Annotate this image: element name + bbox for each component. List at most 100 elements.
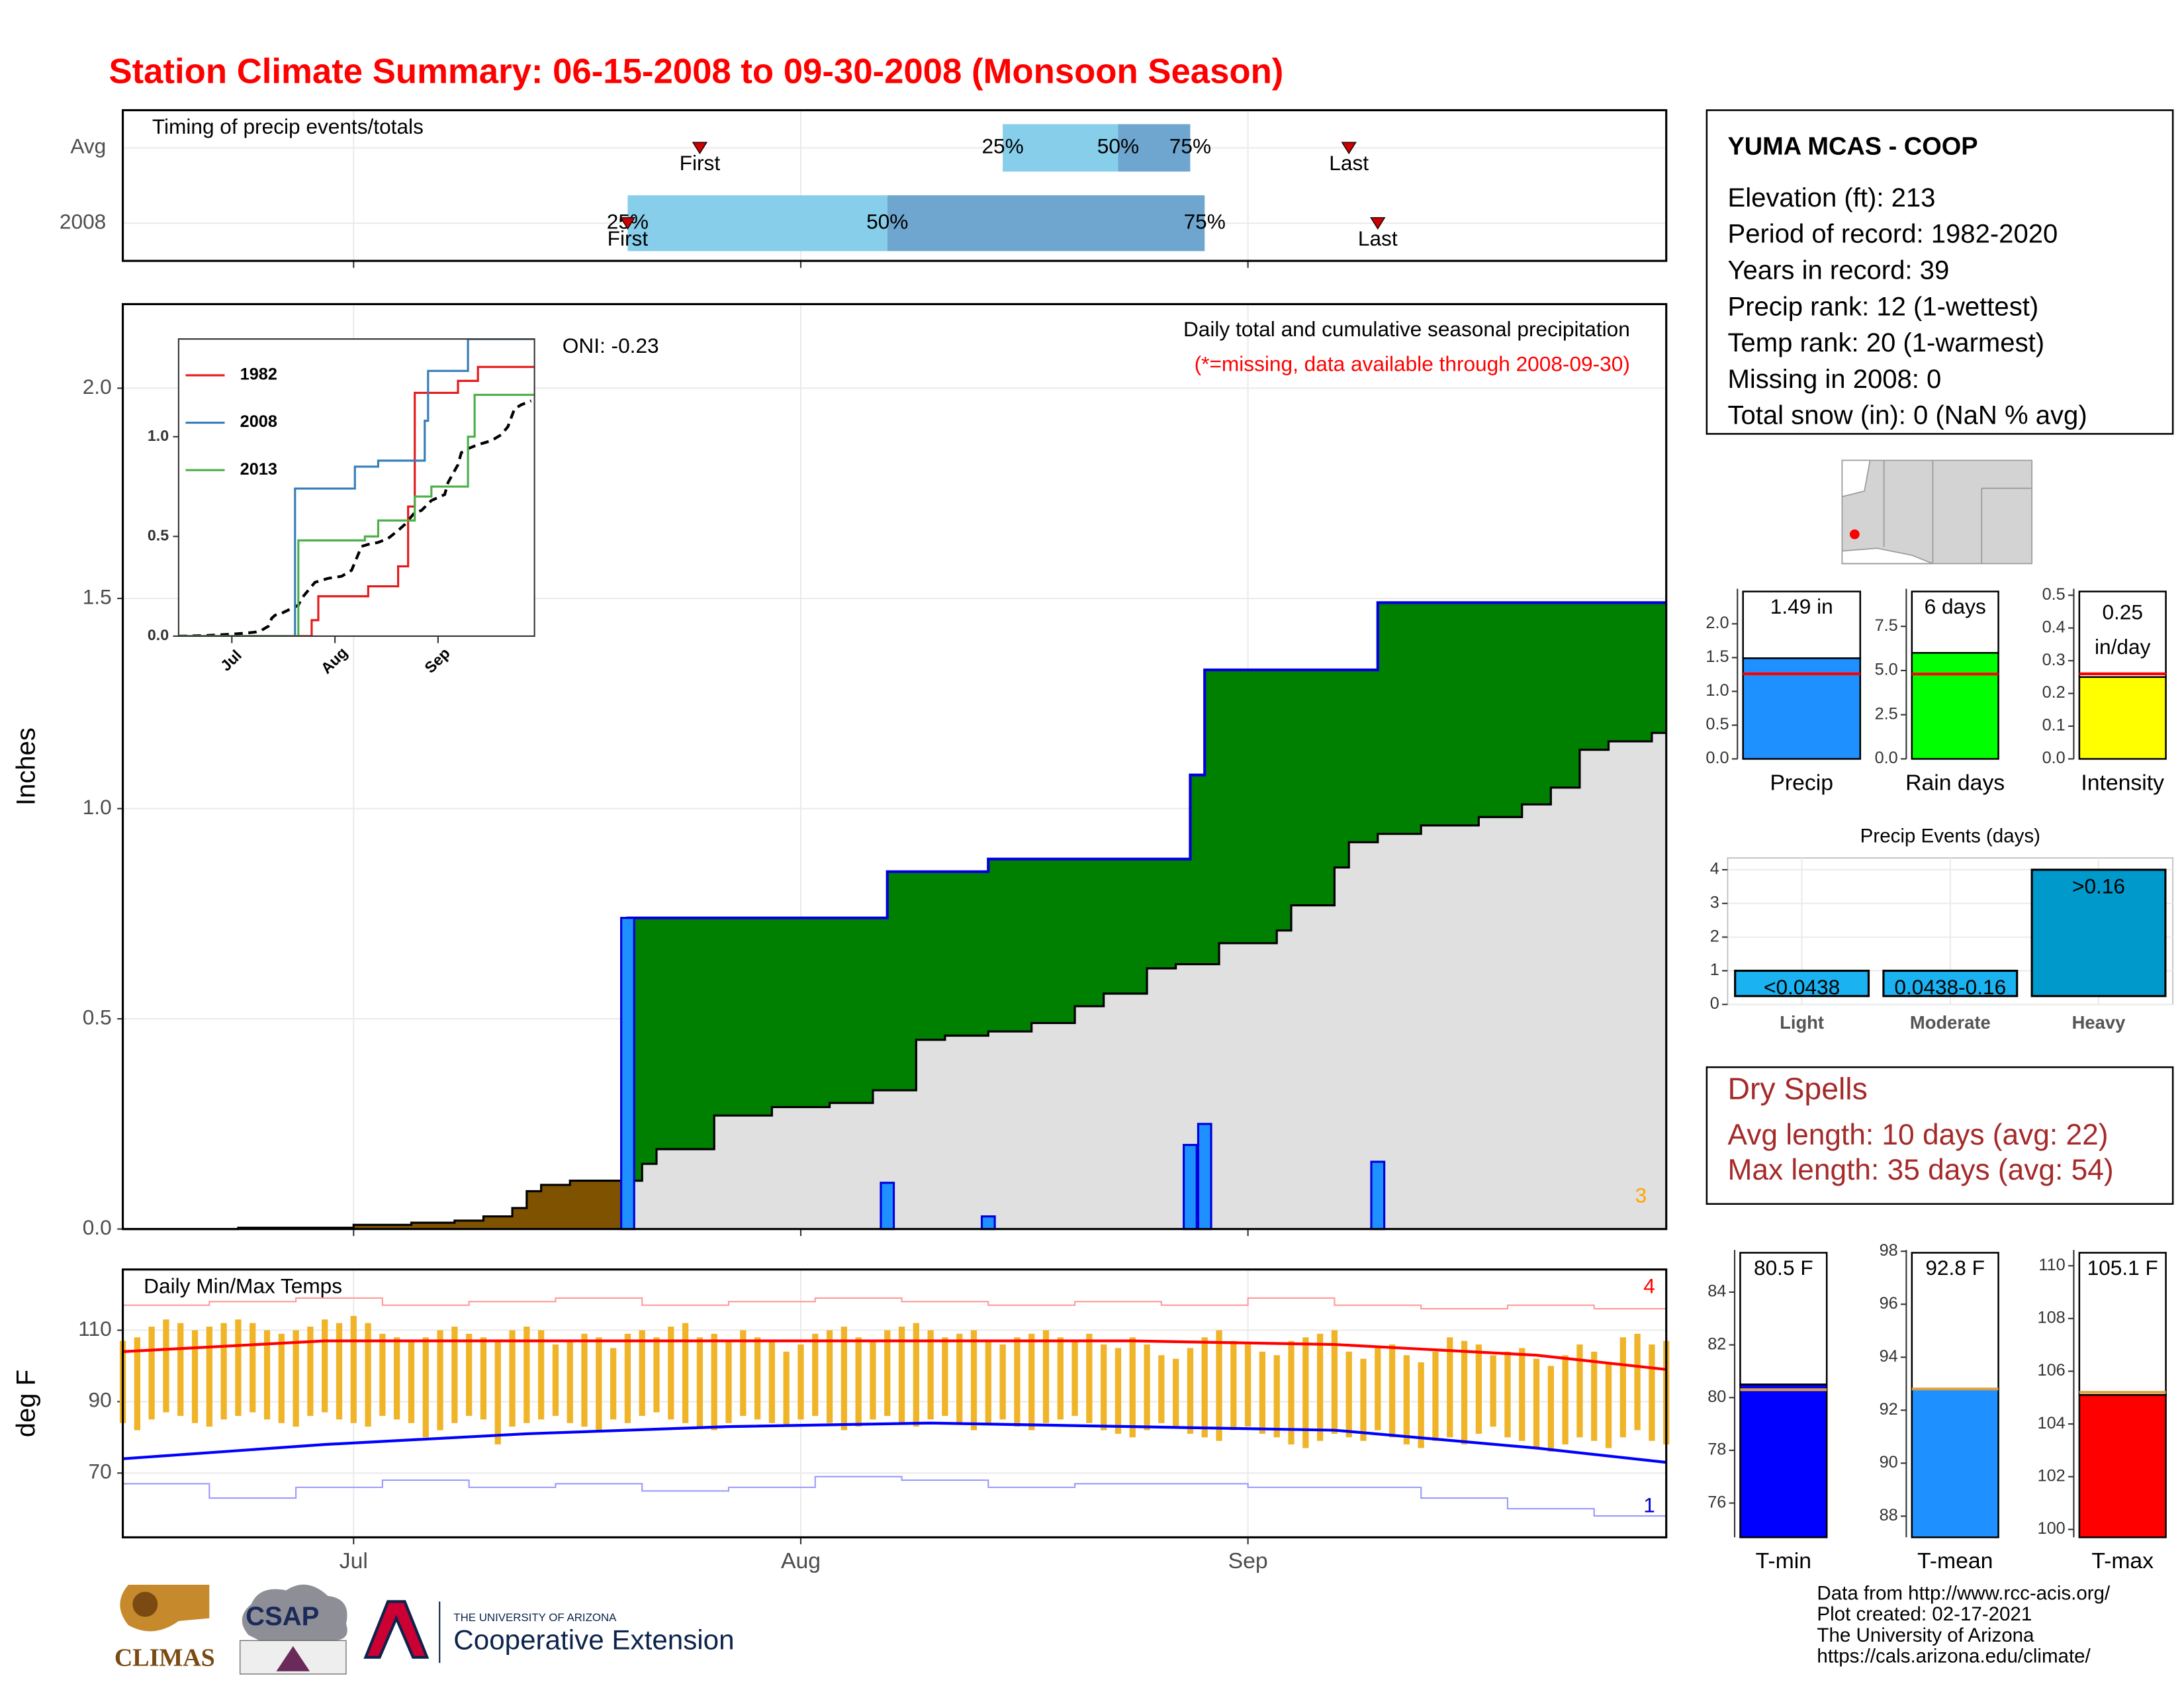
y-tick-label: 0.5 [2042,585,2066,604]
label-box [2078,1252,2167,1396]
y-tick-label: 1.5 [1706,647,1729,666]
percentile-label: 50% [1097,134,1139,158]
temp-range-bar [1375,1348,1381,1430]
daily-bar [1370,1160,1386,1231]
temp-range-bar [552,1344,559,1416]
temp-range-bar [163,1319,169,1413]
x-tick-label: Moderate [1910,1012,1991,1033]
temp-range-bar [408,1340,415,1423]
panel-title: Timing of precip events/totals [152,115,424,138]
temp-range-bar [422,1337,429,1438]
inset-frame [177,338,535,637]
temp-range-bar [624,1333,631,1423]
temp-range-bar [581,1333,588,1427]
temp-range-bar [913,1323,919,1427]
y-tick-label: 2008 [60,210,106,234]
temp-range-bar [1129,1337,1136,1438]
average-line [122,1421,1666,1464]
station-box [1706,109,2174,435]
temp-range-bar [1071,1340,1078,1416]
legend-label: 1982 [240,365,277,384]
temp-range-bar [1014,1337,1021,1427]
daily-bar [1197,1123,1212,1231]
temp-range-bar [768,1340,776,1423]
event-marker [1370,217,1386,230]
event-marker [619,217,636,230]
temp-range-bar [1519,1348,1525,1441]
percentile-label: 75% [1184,210,1226,234]
temp-range-bar [855,1337,862,1427]
temp-range-bar [336,1323,343,1420]
y-tick-label: 96 [1880,1294,1898,1313]
station-info: Temp rank: 20 (1-warmest) [1727,328,2044,357]
temp-range-bar [148,1327,155,1420]
percentile-box [887,195,1205,252]
panel-title: Daily Min/Max Temps [144,1274,342,1298]
temp-range-bar [754,1337,761,1420]
station-info: Total snow (in): 0 (NaN % avg) [1727,401,2087,430]
temp-range-bar [985,1340,991,1423]
temp-range-bar [696,1337,704,1427]
percentile-label: 75% [1169,134,1211,158]
cumulative-line [626,601,1666,1229]
bin-label: 0.0438-0.16 [1894,975,2006,999]
y-tick-label: 0.5 [1706,715,1729,733]
credit-line: Plot created: 02-17-2021 [1817,1603,2032,1625]
y-tick-label: 5.0 [1875,661,1898,679]
y-tick-label: 2.5 [1875,704,1898,723]
y-tick-label: 4 [1710,860,1719,878]
y-tick-label: 1.0 [148,427,169,444]
bin-label: <0.0438 [1764,975,1840,999]
marker-label: First [680,151,721,175]
locator-map [1841,459,2033,565]
temp-range-bar [1432,1351,1439,1441]
temp-series [119,1297,1670,1520]
value-label: 92.8 F [1925,1256,1985,1280]
average-line [122,1339,1666,1371]
temp-range-bar [826,1330,833,1423]
bar [2078,1394,2167,1538]
corner-label: 3 [1635,1184,1647,1207]
oni-label: ONI: -0.23 [563,334,659,357]
temp-range-bar [639,1330,645,1416]
temp-range-bar [956,1333,963,1423]
y-tick-label: 92 [1880,1400,1898,1419]
temp-range-bar [1187,1348,1194,1434]
daily-bar [1183,1144,1198,1231]
logo-text: CLIMAS [114,1644,215,1672]
event-marker [692,142,708,155]
series-line [178,393,535,636]
dry-spells-info: Max length: 35 days (avg: 54) [1727,1154,2113,1186]
bar [1734,969,1870,998]
temp-range-bar [1086,1333,1093,1423]
logo-text: Cooperative Extension [453,1624,734,1656]
temp-range-bar [1115,1348,1122,1434]
temp-range-bar [235,1319,242,1416]
y-tick-label: 78 [1707,1440,1726,1459]
y-tick-label: 2 [1710,927,1719,945]
temp-range-bar [898,1327,905,1423]
station-info: Missing in 2008: 0 [1727,365,1941,394]
temp-range-bar [1605,1362,1612,1448]
station-info: Elevation (ft): 213 [1727,183,1935,212]
temp-range-bar [1144,1344,1150,1430]
temp-range-bar [783,1351,790,1427]
y-tick-label: 1.5 [83,585,112,608]
temp-range-bar [1101,1344,1107,1430]
x-tick-label: Aug [781,1548,821,1573]
marker-label: Last [1358,226,1398,250]
percentile-box [1003,124,1118,172]
temp-range-bar [1273,1355,1280,1438]
temp-range-bar [134,1337,140,1430]
temp-range-bar [1316,1333,1324,1441]
x-tick-label: Light [1780,1012,1824,1033]
temp-range-bar [1345,1351,1352,1438]
y-tick-label: 0.3 [2042,651,2066,669]
value-label: 6 days [1925,594,1986,618]
bar [1882,969,2019,998]
temp-range-bar [293,1330,299,1427]
y-tick-label: 1 [1710,961,1719,979]
deficit-area [238,1180,628,1229]
x-tick-label: Precip [1770,770,1833,795]
corner-label: 1 [1643,1493,1655,1517]
